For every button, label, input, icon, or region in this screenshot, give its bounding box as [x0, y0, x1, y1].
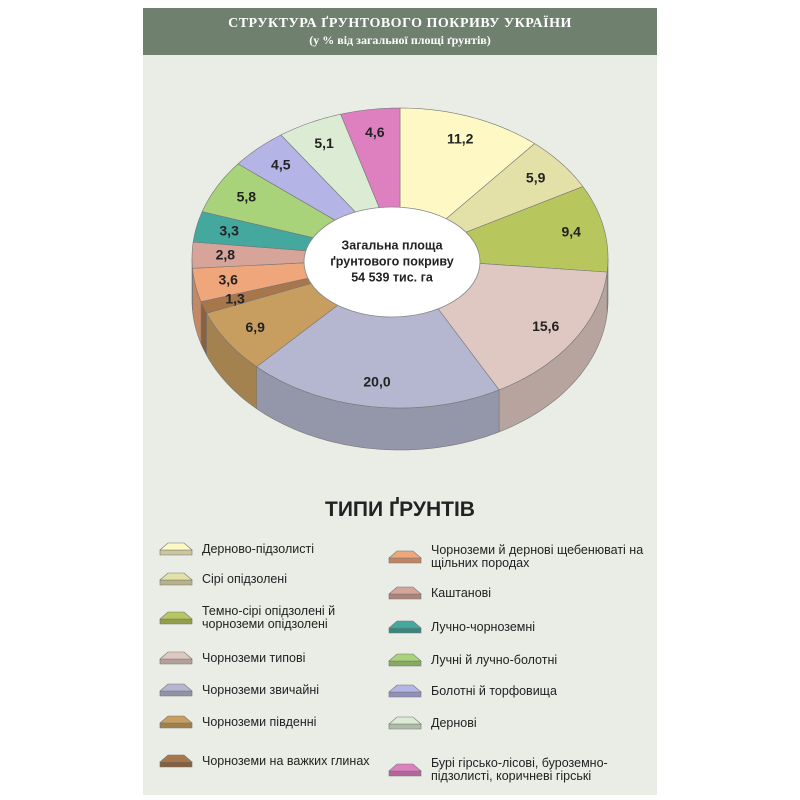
legend-swatch	[159, 542, 193, 556]
legend-label: Дерново-підзолисті	[202, 541, 314, 556]
legend-swatch-side	[388, 660, 422, 667]
legend-label: Дернові	[431, 715, 477, 730]
center-label: Загальна площа	[341, 238, 443, 252]
legend-swatch	[159, 754, 193, 768]
legend-swatch-side	[159, 690, 193, 697]
legend-item: Темно-сірі опідзолені й чорноземи опідзо…	[158, 605, 373, 631]
legend-swatch	[159, 572, 193, 586]
legend-item: Лучні й лучно-болотні	[387, 651, 647, 669]
legend-title: ТИПИ ҐРУНТІВ	[325, 498, 475, 521]
legend-swatch-side	[159, 549, 193, 556]
legend-swatch-top	[388, 653, 422, 662]
legend-swatch-top	[159, 651, 193, 660]
legend-item: Чорноземи південні	[158, 713, 373, 731]
legend-swatch	[159, 611, 193, 625]
data-label: 4,5	[271, 157, 291, 173]
legend-swatch-top	[388, 586, 422, 595]
panel: СТРУКТУРА ҐРУНТОВОГО ПОКРИВУ УКРАЇНИ (у …	[143, 8, 657, 795]
center-ellipse	[303, 206, 481, 318]
chart-title: СТРУКТУРА ҐРУНТОВОГО ПОКРИВУ УКРАЇНИ	[228, 16, 572, 31]
legend-label: Лучно-чорноземні	[431, 619, 536, 634]
legend-swatch-top	[388, 763, 422, 772]
legend-swatch	[388, 716, 422, 730]
legend-item: Каштанові	[387, 584, 647, 602]
legend-swatch	[388, 653, 422, 667]
legend-label: Сірі опідзолені	[202, 571, 287, 586]
legend-label: Чорноземи на важких глинах	[202, 753, 370, 768]
data-label: 11,2	[447, 130, 474, 146]
legend-item: Сірі опідзолені	[158, 570, 373, 588]
legend-swatch-top	[159, 754, 193, 763]
legend-swatch-side	[388, 770, 422, 777]
legend-swatch	[388, 550, 422, 564]
legend-item: Чорноземи типові	[158, 649, 373, 667]
legend-swatch-side	[159, 618, 193, 625]
data-label: 3,3	[219, 222, 239, 238]
legend-swatch-top	[388, 550, 422, 559]
legend-swatch	[388, 763, 422, 777]
legend-item: Чорноземи на важких глинах	[158, 752, 373, 770]
chart-subtitle: (у % від загальної площі ґрунтів)	[309, 33, 491, 47]
center-label: ґрунтового покриву	[330, 254, 454, 268]
legend-swatch-side	[388, 691, 422, 698]
legend-item: Дерново-підзолисті	[158, 540, 373, 558]
data-label: 1,3	[225, 290, 245, 306]
legend-label: Каштанові	[431, 585, 492, 600]
pie-chart: 11,2 5,9 9,4 15,6 20,0 6,91,3 3,6 2,8 3,3 5,8 4,5 5…	[191, 107, 609, 451]
legend-swatch-side	[388, 723, 422, 730]
legend-swatch	[388, 620, 422, 634]
legend-item: Болотні й торфовища	[387, 682, 647, 700]
legend-swatch-side	[388, 627, 422, 634]
legend-label: Чорноземи звичайні	[202, 682, 320, 697]
legend-label: Чорноземи типові	[202, 650, 306, 665]
pie-slice	[191, 241, 401, 269]
legend-label: Лучні й лучно-болотні	[431, 652, 558, 667]
legend-swatch-side	[388, 557, 422, 564]
legend-swatch	[159, 651, 193, 665]
data-label: 9,4	[561, 224, 581, 240]
data-label: 5,8	[237, 189, 257, 205]
title-bar: СТРУКТУРА ҐРУНТОВОГО ПОКРИВУ УКРАЇНИ (у …	[143, 8, 657, 55]
legend-swatch-side	[159, 722, 193, 729]
data-label: 3,6	[218, 272, 238, 288]
center-label: 54 539 тис. га	[351, 270, 434, 284]
legend-item: Чорноземи й дернові щебенюваті на щільни…	[387, 544, 647, 570]
legend-swatch	[159, 715, 193, 729]
legend-item: Чорноземи звичайні	[158, 681, 373, 699]
legend-label: Темно-сірі опідзолені й чорноземи опідзо…	[202, 604, 336, 631]
data-label: 5,1	[314, 135, 334, 151]
data-label: 15,6	[532, 318, 559, 334]
legend-swatch	[388, 586, 422, 600]
legend-swatch-side	[159, 658, 193, 665]
legend-item: Лучно-чорноземні	[387, 618, 647, 636]
legend-swatch-top	[159, 715, 193, 724]
legend-swatch-side	[159, 579, 193, 586]
legend-label: Бурі гірсько-лісові, буроземно-підзолист…	[431, 756, 608, 783]
legend-swatch-top	[159, 542, 193, 551]
legend-swatch-top	[159, 572, 193, 581]
legend-label: Чорноземи й дернові щебенюваті на щільни…	[431, 543, 644, 570]
legend-item: Дернові	[387, 714, 647, 732]
legend-swatch-side	[159, 761, 193, 768]
legend-swatch	[159, 683, 193, 697]
legend-swatch-top	[388, 620, 422, 629]
legend-swatch	[388, 684, 422, 698]
legend-label: Чорноземи південні	[202, 714, 317, 729]
legend-swatch-top	[159, 611, 193, 620]
legend-item: Бурі гірсько-лісові, буроземно-підзолист…	[387, 757, 647, 783]
data-label: 4,6	[365, 124, 385, 140]
legend-swatch-top	[159, 683, 193, 692]
legend-swatch-side	[388, 593, 422, 600]
legend-swatch-top	[388, 716, 422, 725]
data-label: 20,0	[363, 374, 390, 390]
data-label: 5,9	[526, 169, 546, 185]
legend-swatch-top	[388, 684, 422, 693]
pie-slice	[256, 257, 500, 409]
legend-label: Болотні й торфовища	[431, 683, 557, 698]
data-label: 2,8	[216, 246, 236, 262]
data-label: 6,9	[245, 319, 265, 335]
